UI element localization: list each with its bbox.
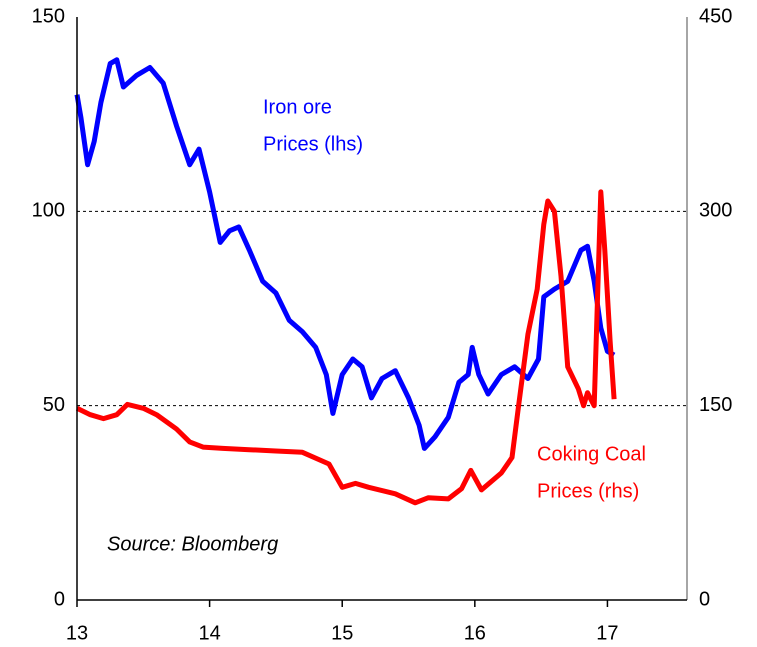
annotation: Prices (lhs) bbox=[263, 133, 363, 155]
annotation: Iron ore bbox=[263, 96, 332, 118]
y-tick-label: 50 bbox=[43, 394, 65, 416]
x-tick-label: 17 bbox=[596, 622, 618, 644]
y2-tick-label: 450 bbox=[699, 5, 732, 27]
y2-tick-label: 150 bbox=[699, 394, 732, 416]
annotation: Prices (rhs) bbox=[537, 480, 639, 502]
y-tick-label: 150 bbox=[32, 5, 65, 27]
y2-tick-label: 0 bbox=[699, 588, 710, 610]
y2-tick-label: 300 bbox=[699, 200, 732, 222]
y-tick-label: 0 bbox=[54, 588, 65, 610]
annotation: Coking Coal bbox=[537, 443, 646, 465]
series-line bbox=[74, 57, 616, 451]
x-tick-label: 16 bbox=[464, 622, 486, 644]
x-tick-label: 14 bbox=[198, 622, 220, 644]
series-line bbox=[75, 189, 617, 506]
x-tick-label: 15 bbox=[331, 622, 353, 644]
x-tick-label: 13 bbox=[66, 622, 88, 644]
annotation: Source: Bloomberg bbox=[107, 533, 278, 555]
y-tick-label: 100 bbox=[32, 200, 65, 222]
